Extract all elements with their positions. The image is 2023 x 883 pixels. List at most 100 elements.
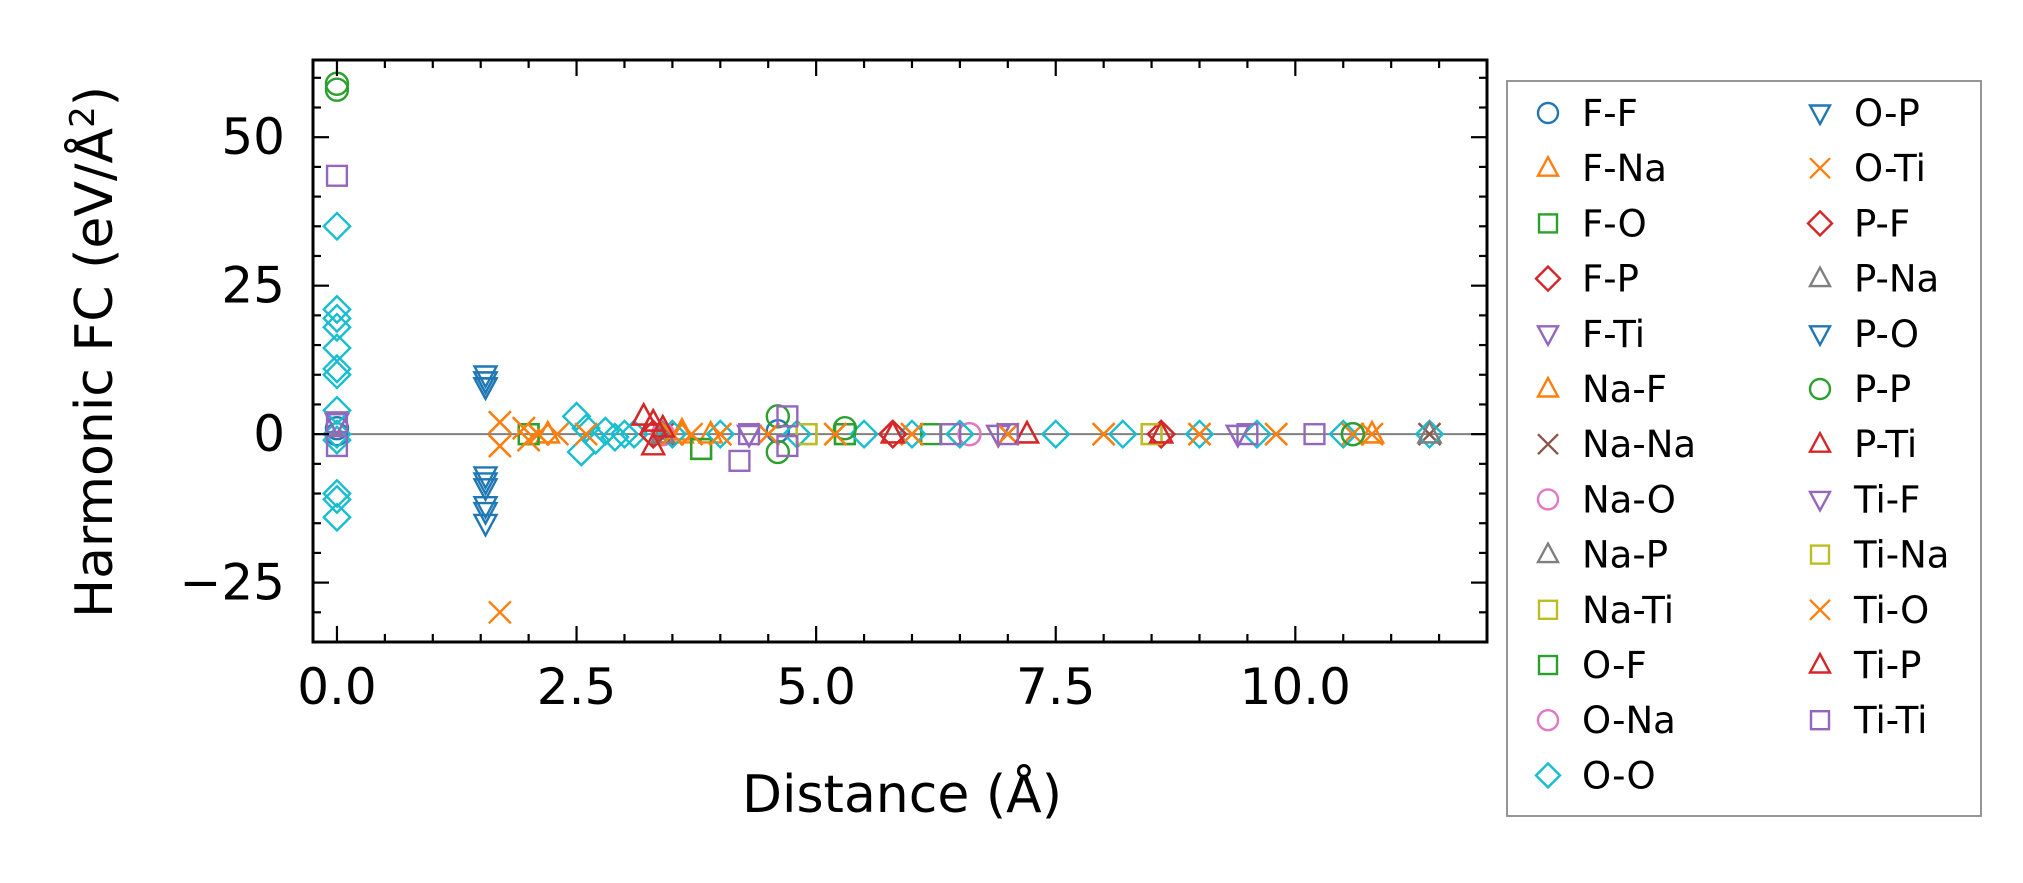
legend-label: O-O <box>1582 754 1656 797</box>
legend-item: Ti-O <box>1809 589 1929 632</box>
legend-label: P-O <box>1854 313 1919 356</box>
data-point <box>939 423 962 446</box>
legend-marker <box>1537 599 1559 620</box>
legend-item: Ti-P <box>1807 644 1921 687</box>
data-point <box>708 422 733 446</box>
x-tick-label: 5.0 <box>776 658 856 716</box>
data-point <box>776 434 799 458</box>
data-point <box>511 416 536 441</box>
legend-label: P-Ti <box>1854 423 1917 466</box>
legend-item: Ti-Ti <box>1809 699 1927 742</box>
legend-label: P-F <box>1854 202 1910 245</box>
data-point <box>322 359 352 390</box>
data-point <box>325 164 349 187</box>
legend-item: F-P <box>1534 258 1639 301</box>
legend-marker <box>1808 377 1832 401</box>
data-point <box>472 513 499 538</box>
data-point <box>1360 422 1384 446</box>
legend-item: P-F <box>1806 202 1910 245</box>
legend-marker <box>1809 157 1831 180</box>
legend-item: F-F <box>1536 92 1638 135</box>
x-axis-label: Distance (Å) <box>742 763 1062 825</box>
legend-label: Ti-Na <box>1853 534 1949 577</box>
data-point <box>945 419 975 450</box>
data-point <box>472 466 499 491</box>
data-point <box>1328 419 1359 450</box>
legend-label: F-Na <box>1582 147 1667 190</box>
data-point <box>679 422 704 446</box>
data-point <box>574 422 598 446</box>
legend-item: F-O <box>1537 202 1647 245</box>
legend-label: Na-Ti <box>1582 589 1674 632</box>
plot-area <box>311 58 1489 644</box>
legend-label: Ti-O <box>1853 589 1929 632</box>
data-point <box>322 478 352 509</box>
data-point <box>1148 419 1175 444</box>
legend-label: P-P <box>1854 368 1911 411</box>
legend-item: Na-P <box>1535 534 1668 577</box>
legend-label: O-Na <box>1582 699 1676 742</box>
legend-item: F-Ti <box>1535 313 1645 356</box>
data-point <box>322 312 352 343</box>
data-point <box>324 77 350 102</box>
legend-label: F-O <box>1582 202 1647 245</box>
data-point <box>322 502 352 533</box>
data-points-layer <box>322 71 1445 625</box>
data-point <box>526 422 551 446</box>
x-tick-label: 10.0 <box>1240 658 1351 716</box>
data-point <box>1146 419 1177 450</box>
data-point <box>1303 423 1326 446</box>
data-point <box>566 437 597 467</box>
x-tick-label: 2.5 <box>537 658 617 716</box>
data-point <box>472 495 499 521</box>
axis-ticks-layer: 0.0 2.5 5.0 7.5 10.0 −25 0 25 50 <box>179 60 1489 716</box>
legend-marker <box>1535 325 1561 348</box>
data-point <box>996 423 1019 446</box>
data-point <box>1340 421 1366 447</box>
data-point <box>488 410 512 435</box>
data-point <box>609 419 640 450</box>
legend-item: O-O <box>1534 754 1656 797</box>
series-p-p <box>324 71 1366 465</box>
data-point <box>472 365 499 390</box>
data-point <box>756 422 781 446</box>
data-point <box>472 472 499 497</box>
legend-label: Ti-P <box>1853 644 1921 687</box>
data-point <box>640 431 667 456</box>
legend-marker <box>1536 101 1560 125</box>
data-point <box>1040 419 1071 450</box>
data-point <box>322 303 352 334</box>
data-point <box>737 423 761 446</box>
legend-marker <box>1807 104 1833 127</box>
x-tick-label: 0.0 <box>297 658 377 716</box>
legend-item: O-Ti <box>1809 147 1926 190</box>
legend-label: Ti-F <box>1853 478 1920 521</box>
data-point <box>1264 422 1289 446</box>
y-axis-label: Harmonic FC (eV/Å2) <box>63 86 125 618</box>
legend-marker <box>1537 213 1559 234</box>
legend-marker <box>1809 598 1831 621</box>
data-point <box>325 434 349 458</box>
data-point <box>472 371 499 396</box>
y-tick-label: 0 <box>253 405 285 463</box>
y-axis-label-superscript: 2 <box>63 106 103 128</box>
legend: F-F F-Na F-O F-P F-Ti Na-F Na-Na Na-O Na-P Na-Ti O… <box>1506 80 1982 817</box>
data-point <box>736 424 763 449</box>
data-point <box>649 413 676 438</box>
legend-label: F-Ti <box>1582 313 1645 356</box>
legend-label: F-F <box>1582 92 1638 135</box>
data-point <box>776 405 799 428</box>
data-point <box>728 449 751 472</box>
legend-item: O-F <box>1537 644 1647 687</box>
data-point <box>472 501 499 526</box>
legend-item: P-Na <box>1807 258 1939 301</box>
data-point <box>1013 419 1040 444</box>
legend-item: Na-F <box>1535 368 1667 411</box>
legend-item: O-Na <box>1536 699 1676 742</box>
data-point <box>545 422 570 446</box>
data-point <box>325 411 349 434</box>
data-point <box>1091 422 1116 446</box>
data-point <box>488 600 512 625</box>
x-tick-label: 7.5 <box>1016 658 1096 716</box>
